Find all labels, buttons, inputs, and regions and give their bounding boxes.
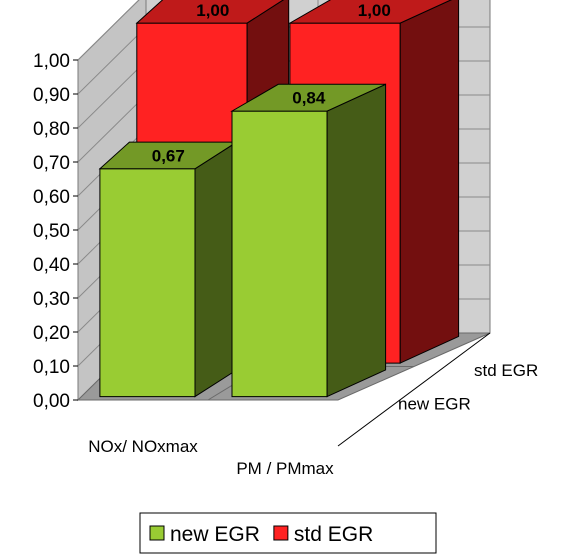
data-label: 0,84 — [292, 89, 326, 108]
bar — [98, 141, 239, 398]
bar-side — [194, 141, 238, 398]
bar-top — [230, 83, 386, 112]
data-label: 0,67 — [152, 146, 185, 165]
gridline — [77, 0, 140, 61]
x-tick-label: NOx/ NOxmax — [88, 437, 198, 456]
y-tick-label: 0,40 — [33, 255, 70, 276]
bars: 1,00 1,00 0,67 0,84 — [98, 0, 460, 398]
legend: new EGR std EGR — [139, 512, 437, 554]
data-label: 1,00 — [358, 1, 391, 20]
y-tick-label: 0,10 — [33, 357, 70, 378]
legend-label: std EGR — [294, 523, 373, 546]
x-axis: NOx/ NOxmax PM / PMmax — [88, 437, 334, 478]
legend-swatch — [149, 525, 165, 541]
y-tick-label: 0,90 — [33, 85, 70, 106]
y-tick-label: 0,50 — [33, 221, 70, 242]
bar-side — [326, 83, 387, 398]
bar-side — [399, 0, 460, 364]
depth-axis-line — [337, 332, 491, 447]
depth-tick-label: new EGR — [398, 394, 471, 413]
legend-label: new EGR — [170, 523, 260, 546]
legend-swatch — [273, 525, 289, 541]
depth-tick-label: std EGR — [474, 361, 538, 380]
y-tick-label: 1,00 — [33, 51, 70, 72]
legend-item: std EGR — [273, 523, 373, 546]
y-axis: 0,00 0,10 0,20 0,30 0,40 0,50 0,60 0,70 0,80 0,90… — [33, 51, 78, 412]
data-label: 1,00 — [196, 1, 229, 20]
y-tick-label: 0,20 — [33, 323, 70, 344]
y-tick-label: 0,30 — [33, 289, 70, 310]
y-tick-label: 0,80 — [33, 119, 70, 140]
y-tick-label: 0,00 — [33, 391, 70, 412]
y-tick-label: 0,60 — [33, 187, 70, 208]
y-tick-label: 0,70 — [33, 153, 70, 174]
bar — [230, 83, 387, 398]
bar-front — [231, 110, 328, 398]
bar-top — [135, 0, 285, 24]
legend-item: new EGR — [149, 523, 260, 546]
bar-top — [288, 0, 452, 24]
bar-front — [99, 168, 196, 398]
x-tick-label: PM / PMmax — [236, 459, 334, 478]
